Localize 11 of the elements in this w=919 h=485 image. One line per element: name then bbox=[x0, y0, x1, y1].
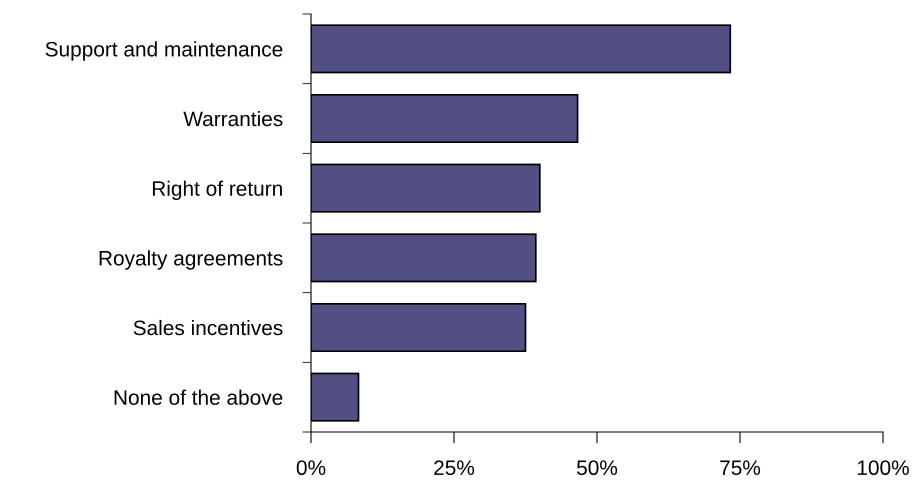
y-tick-label: Right of return bbox=[152, 180, 282, 200]
x-tick-label: 0% bbox=[296, 460, 326, 476]
y-tick-label: Support and maintenance bbox=[46, 41, 282, 61]
y-tick-label: Royalty agreements bbox=[100, 250, 282, 270]
x-tick-label: 25% bbox=[434, 460, 474, 476]
x-tick-label: 100% bbox=[858, 460, 909, 476]
y-tick-label: None of the above bbox=[114, 390, 282, 405]
x-tick-label: 50% bbox=[576, 460, 618, 476]
x-tick-label: 75% bbox=[720, 460, 760, 476]
y-tick-label: Warranties bbox=[183, 110, 282, 126]
y-tick-label: Sales incentives bbox=[134, 320, 282, 336]
